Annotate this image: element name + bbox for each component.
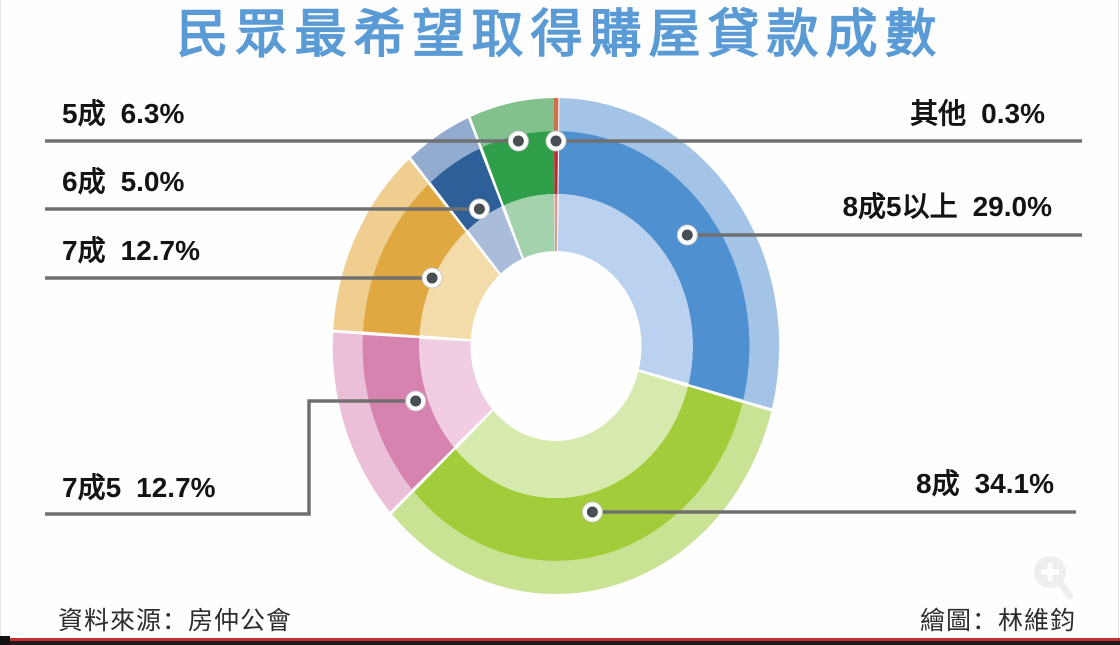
label-75: 7成5 12.7% bbox=[62, 472, 216, 504]
right-edge-line bbox=[1118, 0, 1119, 645]
segment-name: 其他 bbox=[910, 98, 967, 129]
bottom-dark-line bbox=[0, 641, 1120, 645]
bottom-left-corner-mark bbox=[0, 636, 10, 645]
illustrator-credit-text: 繪圖：林維鈞 bbox=[919, 607, 1076, 635]
label-others: 其他 0.3% bbox=[910, 98, 1045, 130]
segment-name: 6成 bbox=[62, 166, 106, 197]
label-70: 7成 12.7% bbox=[62, 235, 200, 267]
segment-percent: 29.0% bbox=[972, 191, 1052, 222]
segment-percent: 0.3% bbox=[981, 98, 1045, 129]
segment-percent: 12.7% bbox=[120, 235, 200, 266]
label-80: 8成 34.1% bbox=[916, 468, 1054, 500]
segment-percent: 34.1% bbox=[974, 468, 1054, 499]
segment-name: 8成5以上 bbox=[842, 191, 958, 222]
label-85-plus: 8成5以上 29.0% bbox=[842, 191, 1052, 223]
label-50: 5成 6.3% bbox=[62, 98, 185, 130]
left-edge-line bbox=[0, 0, 1, 645]
segment-name: 5成 bbox=[62, 98, 106, 129]
segment-percent: 6.3% bbox=[120, 98, 185, 129]
segment-percent: 5.0% bbox=[120, 166, 185, 197]
zoom-in-icon[interactable] bbox=[1028, 550, 1080, 606]
segment-name: 7成 bbox=[62, 235, 106, 266]
segment-name: 7成5 bbox=[62, 472, 122, 503]
bottom-red-line bbox=[0, 638, 1120, 641]
label-60: 6成 5.0% bbox=[62, 166, 185, 198]
segment-percent: 12.7% bbox=[136, 472, 216, 503]
data-source-text: 資料來源：房仲公會 bbox=[58, 607, 293, 635]
segment-name: 8成 bbox=[916, 468, 960, 499]
page-title: 民眾最希望取得購屋貸款成數 bbox=[176, 6, 944, 64]
